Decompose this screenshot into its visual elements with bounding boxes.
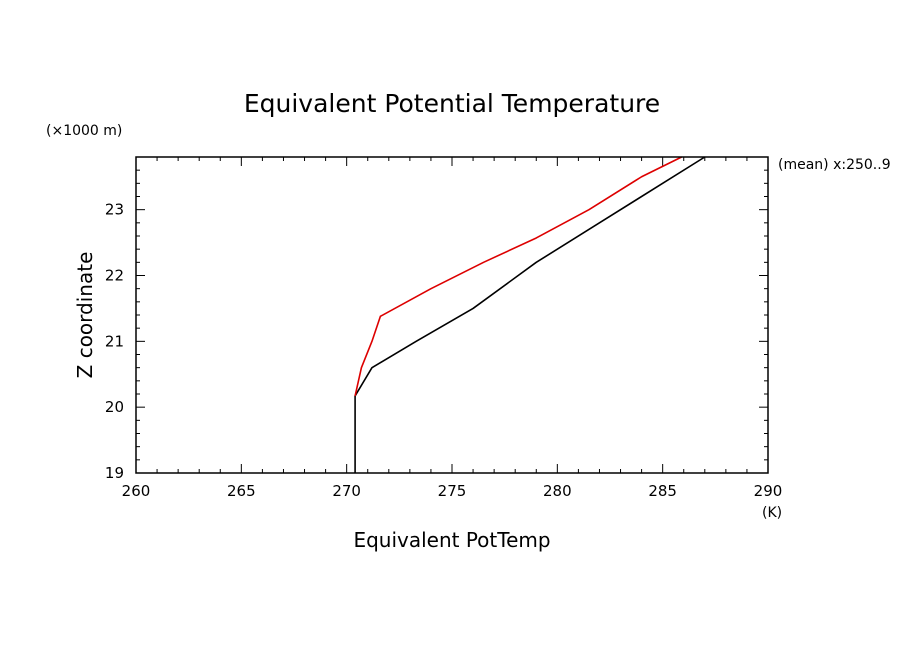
y-tick-label: 20 <box>105 398 124 416</box>
y-tick-label: 22 <box>105 267 124 285</box>
y-unit-label: (×1000 m) <box>46 123 122 139</box>
y-axis-label: Z coordinate <box>73 252 97 379</box>
y-tick-label: 23 <box>105 201 124 219</box>
chart-title: Equivalent Potential Temperature <box>244 89 660 118</box>
series-lines <box>354 156 706 473</box>
x-tick-label: 290 <box>754 482 783 500</box>
axis-ticks: 260 265 270 275 280 285 290 19 20 21 22 23 <box>105 156 783 500</box>
y-tick-label: 19 <box>105 464 124 482</box>
series-line-1 <box>354 156 706 473</box>
x-tick-label: 280 <box>543 482 572 500</box>
y-tick-label: 21 <box>105 332 124 350</box>
x-tick-label: 270 <box>332 482 361 500</box>
x-unit-label: (K) <box>762 505 782 521</box>
series-line-2 <box>354 156 682 397</box>
x-tick-label: 260 <box>122 482 151 500</box>
mean-annotation: (mean) x:250..9 <box>778 157 891 173</box>
x-tick-label: 265 <box>227 482 256 500</box>
x-tick-label: 285 <box>648 482 677 500</box>
plot-frame <box>135 156 769 474</box>
x-tick-label: 275 <box>438 482 467 500</box>
x-axis-label: Equivalent PotTemp <box>353 528 550 552</box>
